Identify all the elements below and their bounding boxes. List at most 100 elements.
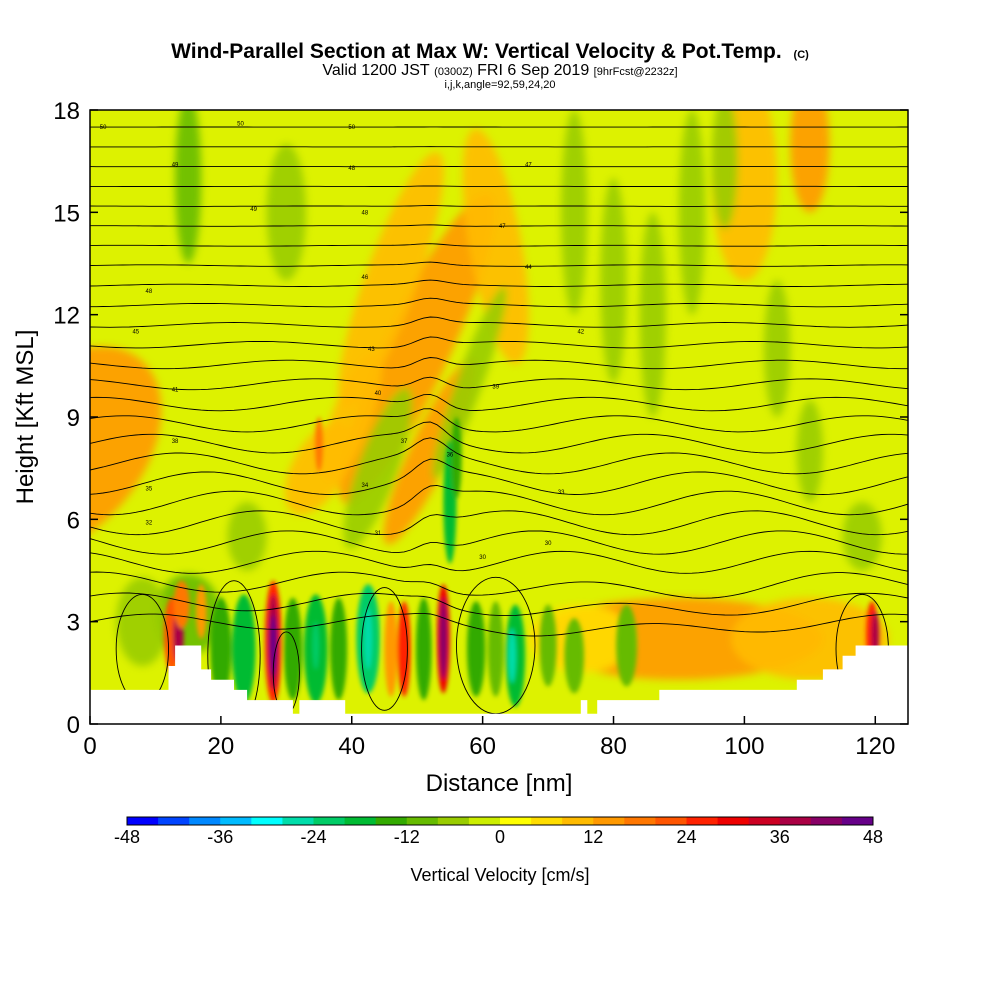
colorbar-ticks: -48 -36 -24 -12 0 12 24 36 48 bbox=[114, 827, 883, 847]
velocity-blob bbox=[678, 110, 706, 315]
y-axis-label: Height [Kft MSL] bbox=[12, 330, 39, 505]
velocity-blob bbox=[432, 286, 507, 480]
velocity-blob bbox=[343, 387, 413, 549]
theta-contour-label: 37 bbox=[401, 439, 408, 445]
theta-contour-label: 44 bbox=[525, 265, 532, 271]
colorbar-swatch bbox=[313, 817, 346, 825]
theta-contour bbox=[90, 612, 908, 637]
theta-contour bbox=[90, 393, 908, 412]
theta-contour-label: 48 bbox=[348, 166, 355, 172]
colorbar-swatch bbox=[344, 817, 377, 825]
colorbar-tick-label: 48 bbox=[863, 827, 883, 847]
theta-contour bbox=[90, 261, 908, 267]
colorbar-swatch bbox=[779, 817, 812, 825]
velocity-blob bbox=[116, 577, 169, 667]
grid-params: i,j,k,angle=92,59,24,20 bbox=[444, 79, 555, 91]
colorbar-tick-label: 12 bbox=[583, 827, 603, 847]
theta-contour-closed bbox=[207, 580, 261, 724]
forecast-info: [9hrFcst@2232z] bbox=[594, 66, 678, 78]
velocity-blob bbox=[561, 110, 588, 315]
updraft-core bbox=[270, 588, 276, 707]
y-tick-label: 9 bbox=[67, 405, 80, 432]
velocity-core bbox=[616, 604, 638, 687]
colorbar bbox=[126, 816, 874, 826]
updraft-core bbox=[401, 605, 407, 707]
theta-contour-label: 45 bbox=[132, 330, 139, 336]
theta-contour-label: 50 bbox=[100, 125, 107, 131]
theta-contour bbox=[90, 185, 908, 187]
velocity-blob bbox=[842, 502, 882, 571]
colorbar-swatch bbox=[717, 817, 750, 825]
theta-contour-label: 48 bbox=[146, 289, 153, 295]
velocity-blob bbox=[711, 110, 738, 230]
theta-contour-label: 36 bbox=[447, 453, 454, 459]
colorbar-label: Vertical Velocity [cm/s] bbox=[410, 865, 589, 885]
colorbar-swatch bbox=[841, 817, 874, 825]
y-tick-label: 15 bbox=[53, 200, 80, 227]
colorbar-swatch bbox=[562, 817, 594, 825]
colorbar-swatch bbox=[437, 817, 470, 825]
velocity-core bbox=[564, 618, 585, 694]
x-tick-label: 0 bbox=[83, 733, 96, 760]
colorbar-tick-label: -48 bbox=[114, 827, 140, 847]
theta-contour bbox=[90, 550, 908, 574]
theta-contour-label: 34 bbox=[362, 483, 369, 489]
x-tick-label: 20 bbox=[208, 733, 235, 760]
theta-contour bbox=[90, 510, 908, 536]
velocity-core bbox=[487, 601, 504, 697]
velocity-blob bbox=[90, 346, 162, 556]
x-tick-label: 100 bbox=[724, 733, 764, 760]
colorbar-swatch bbox=[531, 817, 563, 825]
colorbar-swatch bbox=[189, 817, 221, 825]
theta-contour-label: 50 bbox=[237, 122, 244, 128]
y-tick-label: 6 bbox=[67, 507, 80, 534]
theta-contour bbox=[90, 376, 908, 391]
theta-contour-label: 43 bbox=[368, 347, 375, 353]
theta-contours: 50 50 50 49 49 48 48 48 47 47 46 44 45 43 42 41 40 39 38 37… bbox=[90, 122, 908, 724]
theta-contour-label: 48 bbox=[362, 210, 369, 216]
downdraft-core bbox=[512, 615, 518, 707]
velocity-core bbox=[315, 417, 323, 472]
colorbar-tick-label: -24 bbox=[300, 827, 326, 847]
velocity-blob bbox=[639, 212, 666, 417]
colorbar-swatch bbox=[158, 817, 190, 825]
theta-contour-label: 31 bbox=[375, 531, 382, 537]
theta-contour bbox=[90, 336, 908, 349]
plot-area: 50 50 50 49 49 48 48 48 47 47 46 44 45 43 42 41 40 39 38 37… bbox=[90, 110, 908, 724]
velocity-core bbox=[508, 628, 517, 684]
colorbar-swatch bbox=[251, 817, 283, 825]
y-tick-label: 12 bbox=[53, 303, 80, 330]
y-tick-label: 0 bbox=[67, 712, 80, 739]
colorbar-swatch bbox=[655, 817, 687, 825]
x-tick-label: 80 bbox=[600, 733, 627, 760]
x-tick-label: 40 bbox=[338, 733, 365, 760]
velocity-field-cores bbox=[163, 417, 880, 707]
theta-contour bbox=[90, 530, 908, 555]
colorbar-swatch bbox=[810, 817, 843, 825]
theta-contour bbox=[90, 297, 908, 308]
downdraft-core bbox=[368, 605, 374, 707]
velocity-core bbox=[539, 604, 557, 687]
velocity-core bbox=[364, 608, 373, 670]
x-axis-label: Distance [nm] bbox=[426, 770, 573, 797]
svg-text:Valid 1200 JST (0300Z): Valid 1200 JST (0300Z) FRI 6 Sep 2019 [9… bbox=[322, 62, 677, 79]
velocity-core bbox=[397, 601, 411, 697]
colorbar-tick-label: 0 bbox=[495, 827, 505, 847]
colorbar-swatch bbox=[406, 817, 439, 825]
x-tick-label: 120 bbox=[855, 733, 895, 760]
colorbar-tick-label: 24 bbox=[676, 827, 696, 847]
colorbar-tick-label: -12 bbox=[394, 827, 420, 847]
colorbar-swatch bbox=[748, 817, 781, 825]
theta-contour-label: 32 bbox=[146, 521, 153, 527]
theta-contour bbox=[90, 571, 908, 599]
colorbar-swatch bbox=[593, 817, 625, 825]
theta-contour-label: 30 bbox=[545, 541, 552, 547]
velocity-blob bbox=[600, 178, 627, 383]
velocity-blob bbox=[790, 110, 830, 213]
theta-contour-label: 39 bbox=[492, 384, 499, 390]
y-tick-label: 3 bbox=[67, 610, 80, 637]
velocity-blob bbox=[764, 280, 791, 417]
velocity-core bbox=[210, 597, 232, 701]
updraft-core bbox=[440, 594, 446, 707]
theta-contour-label: 46 bbox=[362, 275, 369, 281]
